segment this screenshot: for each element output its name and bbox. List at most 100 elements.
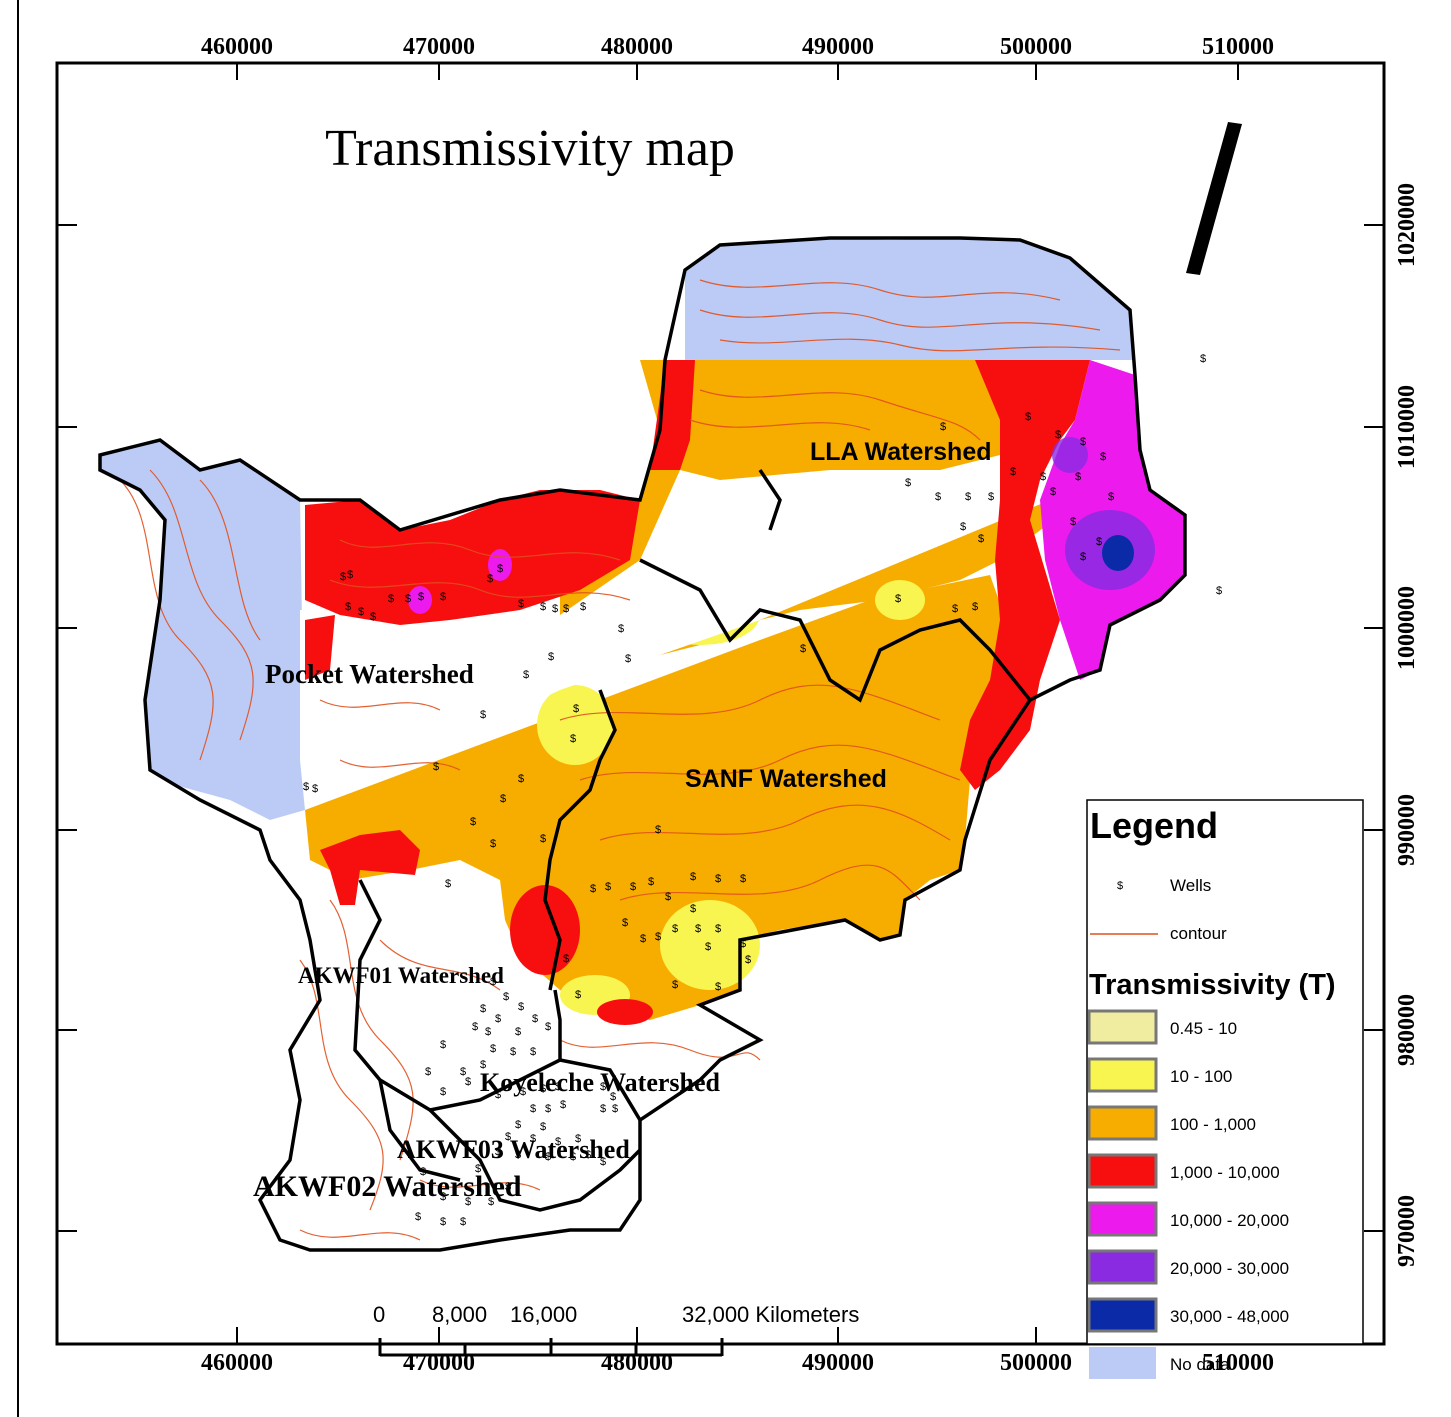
legend-class-label: 20,000 - 30,000 [1170,1259,1289,1278]
legend-swatch [1087,1057,1158,1093]
well-marker: $ [655,931,661,943]
zone-1000-10000-north [650,360,695,470]
zone-1000-10000-s2 [597,999,653,1025]
akwf03-divide [428,1108,642,1212]
well-marker: $ [1200,353,1206,365]
legend-swatch [1087,1201,1158,1237]
well-marker: $ [440,1039,446,1051]
well-marker: $ [895,593,901,605]
label-lla-watershed: LLA Watershed [810,438,992,466]
well-marker: $ [960,521,966,533]
well-marker: $ [1010,466,1016,478]
well-marker: $ [1096,536,1102,548]
well-marker: $ [672,923,678,935]
well-marker: $ [405,593,411,605]
well-marker: $ [487,573,493,585]
well-marker: $ [480,1003,486,1015]
well-marker: $ [563,603,569,615]
well-marker: $ [1050,486,1056,498]
x-tick-top-490000: 490000 [802,34,874,60]
well-marker: $ [345,601,351,613]
well-marker: $ [520,1086,526,1098]
y-tick-970000: 970000 [1394,1195,1420,1267]
well-marker: $ [570,733,576,745]
well-marker: $ [472,1021,478,1033]
well-marker: $ [952,603,958,615]
legend-swatch [1087,1153,1158,1189]
label-pocket-watershed: Pocket Watershed [265,659,474,689]
well-marker: $ [665,891,671,903]
well-marker: $ [540,601,546,613]
zone-1000-10000-sw [320,830,420,905]
scale-label-0: 0 [373,1302,385,1327]
label-akwf03-watershed: AKWF03 Watershed [397,1135,630,1164]
zone-10000-20000-c [408,586,432,614]
well-marker: $ [503,991,509,1003]
well-marker: $ [540,1083,546,1095]
well-marker: $ [515,1149,521,1161]
legend-class-label: 10 - 100 [1170,1067,1232,1086]
well-marker: $ [530,1133,536,1145]
well-marker: $ [575,1133,581,1145]
well-marker: $ [715,981,721,993]
x-tick-bottom-460000: 460000 [201,1350,273,1376]
well-marker: $ [1070,516,1076,528]
legend-swatch [1087,1105,1158,1141]
legend-contour-label: contour [1170,924,1227,943]
scale-label-16000: 16,000 [510,1302,577,1327]
no-data-north [685,238,1135,360]
pocket-sanf-divide [543,689,617,991]
well-marker: $ [585,1149,591,1161]
well-marker: $ [515,1026,521,1038]
well-marker: $ [600,1103,606,1115]
well-marker: $ [480,709,486,721]
north-arrow [1186,122,1242,275]
legend-swatch [1087,1249,1158,1285]
map-title: Transmissivity map [325,120,735,177]
well-marker: $ [575,989,581,1001]
well-marker: $ [655,824,661,836]
x-tick-top-470000: 470000 [403,34,475,60]
zone-10-100-e [875,580,925,620]
well-marker: $ [433,761,439,773]
well-marker: $ [648,876,654,888]
label-sanf-watershed: SANF Watershed [685,765,887,793]
well-marker: $ [540,833,546,845]
legend-swatch [1089,1347,1156,1379]
well-marker: $ [518,598,524,610]
well-marker: $ [1100,451,1106,463]
well-marker: $ [690,871,696,883]
well-marker: $ [490,838,496,850]
x-tick-top-460000: 460000 [201,34,273,60]
well-marker: $ [1055,429,1061,441]
well-marker: $ [495,1013,501,1025]
well-marker: $ [740,873,746,885]
well-marker: $ [490,976,496,988]
label-akwf02-watershed: AKWF02 Watershed [253,1170,522,1203]
well-marker: $ [548,651,554,663]
well-marker: $ [505,1181,511,1193]
well-marker: $ [303,781,309,793]
well-marker: $ [470,816,476,828]
well-marker: $ [605,881,611,893]
legend-class-label: 100 - 1,000 [1170,1115,1256,1134]
well-marker: $ [1075,471,1081,483]
x-tick-bottom-510000: 510000 [1202,1350,1274,1376]
well-marker: $ [475,1163,481,1175]
well-marker: $ [715,873,721,885]
well-marker: $ [715,923,721,935]
well-marker: $ [425,1066,431,1078]
legend-class-label: 10,000 - 20,000 [1170,1211,1289,1230]
y-ticks [57,224,1384,1232]
well-marker: $ [445,878,451,890]
akwf02-divide [378,1079,461,1182]
zone-10-100-a [537,685,613,765]
legend-swatch [1087,1297,1158,1333]
legend-wells-label: Wells [1170,876,1211,895]
well-marker: $ [552,603,558,615]
well-marker: $ [740,938,746,950]
well-marker: $ [532,1013,538,1025]
well-marker: $ [1108,491,1114,503]
well-marker: $ [340,571,346,583]
well-marker: $ [440,1191,446,1203]
